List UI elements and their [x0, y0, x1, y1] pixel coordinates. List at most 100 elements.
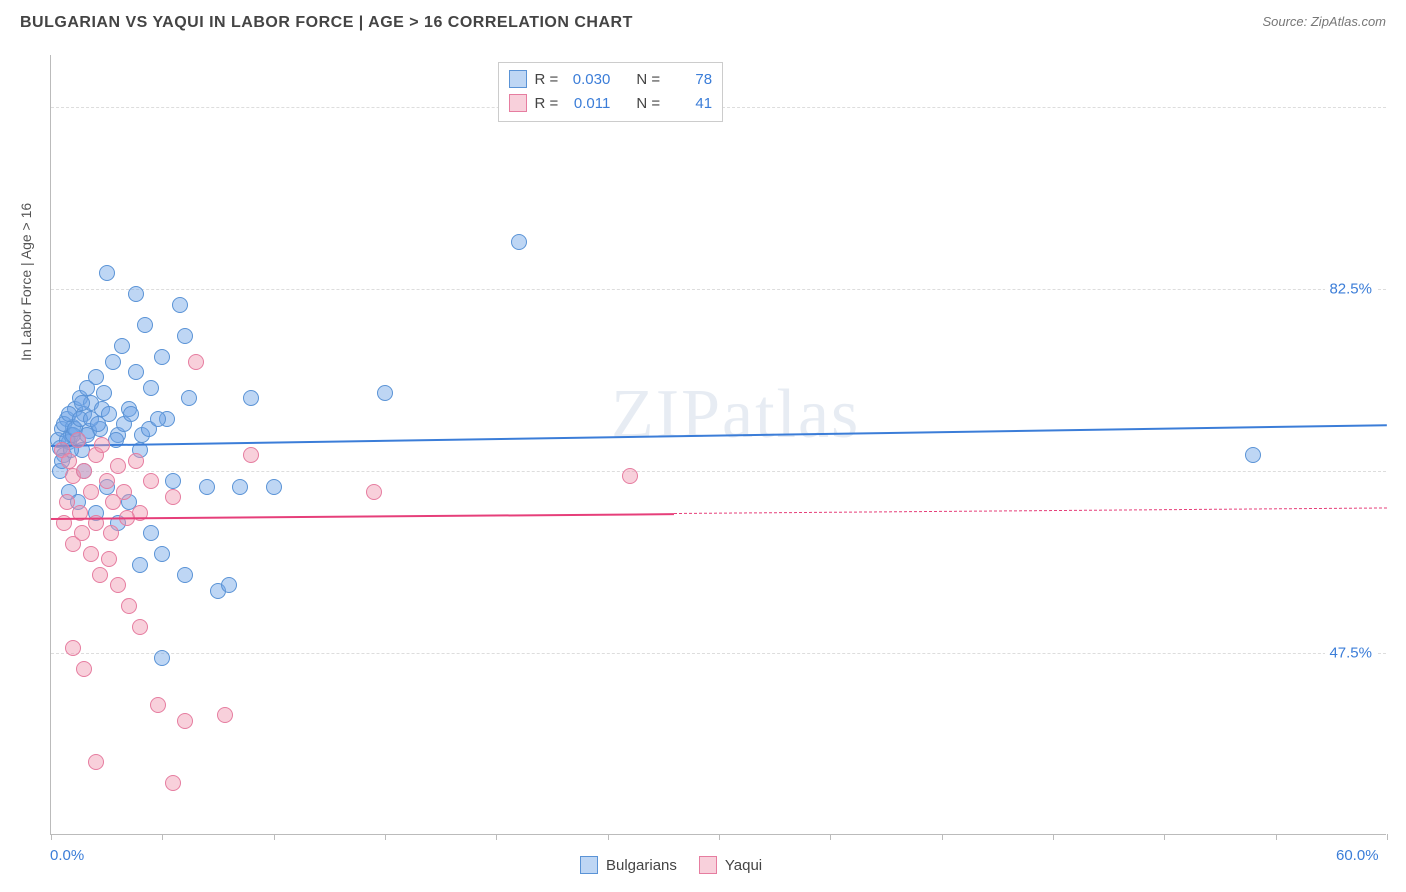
x-tick — [1276, 834, 1277, 840]
data-point — [165, 775, 181, 791]
header: BULGARIAN VS YAQUI IN LABOR FORCE | AGE … — [0, 0, 1406, 48]
data-point — [150, 697, 166, 713]
data-point — [123, 406, 139, 422]
data-point — [83, 484, 99, 500]
stat-r-label: R = — [535, 95, 559, 112]
y-axis-title: In Labor Force | Age > 16 — [18, 203, 34, 361]
gridline — [51, 653, 1386, 654]
data-point — [83, 546, 99, 562]
data-point — [61, 453, 77, 469]
data-point — [1245, 447, 1261, 463]
legend-swatch — [509, 70, 527, 88]
data-point — [76, 661, 92, 677]
data-point — [103, 525, 119, 541]
data-point — [188, 354, 204, 370]
data-point — [101, 406, 117, 422]
data-point — [116, 484, 132, 500]
data-point — [99, 265, 115, 281]
data-point — [143, 380, 159, 396]
data-point — [137, 317, 153, 333]
legend-item: Yaqui — [699, 856, 762, 874]
x-tick — [719, 834, 720, 840]
x-tick — [942, 834, 943, 840]
data-point — [128, 286, 144, 302]
chart-container: BULGARIAN VS YAQUI IN LABOR FORCE | AGE … — [0, 0, 1406, 892]
data-point — [92, 567, 108, 583]
legend-swatch — [699, 856, 717, 874]
data-point — [88, 754, 104, 770]
x-tick — [1387, 834, 1388, 840]
data-point — [232, 479, 248, 495]
data-point — [128, 364, 144, 380]
stat-r-label: R = — [535, 71, 559, 88]
legend-swatch — [580, 856, 598, 874]
data-point — [266, 479, 282, 495]
plot-area: ZIPatlas 47.5% 82.5% — [50, 55, 1386, 835]
data-point — [74, 395, 90, 411]
data-point — [70, 432, 86, 448]
data-point — [105, 354, 121, 370]
trend-line — [51, 424, 1387, 447]
data-point — [165, 473, 181, 489]
stats-row: R =0.011N =41 — [509, 91, 713, 115]
data-point — [94, 437, 110, 453]
data-point — [377, 385, 393, 401]
x-tick — [608, 834, 609, 840]
data-point — [132, 557, 148, 573]
data-point — [172, 297, 188, 313]
data-point — [243, 390, 259, 406]
y-tick-label: 82.5% — [1325, 281, 1376, 298]
data-point — [199, 479, 215, 495]
stat-n-value: 78 — [668, 71, 712, 88]
data-point — [165, 489, 181, 505]
x-tick — [830, 834, 831, 840]
gridline — [51, 289, 1386, 290]
stat-n-value: 41 — [668, 95, 712, 112]
data-point — [143, 473, 159, 489]
x-tick — [1164, 834, 1165, 840]
y-tick-label: 47.5% — [1325, 645, 1376, 662]
x-tick-label: 60.0% — [1336, 847, 1379, 864]
x-tick — [162, 834, 163, 840]
stats-row: R = 0.030 N = 78 — [509, 67, 713, 91]
legend-item: Bulgarians — [580, 856, 677, 874]
trend-line-dashed — [674, 507, 1387, 514]
legend-label: Bulgarians — [606, 857, 677, 874]
data-point — [65, 640, 81, 656]
data-point — [177, 713, 193, 729]
data-point — [101, 551, 117, 567]
x-tick — [51, 834, 52, 840]
data-point — [154, 349, 170, 365]
chart-title: BULGARIAN VS YAQUI IN LABOR FORCE | AGE … — [20, 14, 633, 32]
data-point — [143, 525, 159, 541]
gridline — [51, 471, 1386, 472]
x-tick — [385, 834, 386, 840]
data-point — [99, 473, 115, 489]
data-point — [121, 598, 137, 614]
watermark: ZIPatlas — [611, 375, 860, 455]
data-point — [154, 546, 170, 562]
stat-n-label: N = — [636, 71, 660, 88]
data-point — [76, 463, 92, 479]
data-point — [221, 577, 237, 593]
data-point — [366, 484, 382, 500]
data-point — [511, 234, 527, 250]
data-point — [622, 468, 638, 484]
stat-r-value: 0.030 — [566, 71, 610, 88]
x-tick — [496, 834, 497, 840]
data-point — [177, 328, 193, 344]
data-point — [88, 369, 104, 385]
x-tick-label: 0.0% — [50, 847, 84, 864]
source-label: Source: ZipAtlas.com — [1262, 14, 1386, 29]
legend-swatch — [509, 94, 527, 112]
data-point — [154, 650, 170, 666]
data-point — [243, 447, 259, 463]
data-point — [181, 390, 197, 406]
stat-n-label: N = — [636, 95, 660, 112]
series-legend: Bulgarians Yaqui — [580, 856, 762, 874]
data-point — [74, 525, 90, 541]
legend-label: Yaqui — [725, 857, 762, 874]
data-point — [128, 453, 144, 469]
data-point — [217, 707, 233, 723]
x-tick — [1053, 834, 1054, 840]
